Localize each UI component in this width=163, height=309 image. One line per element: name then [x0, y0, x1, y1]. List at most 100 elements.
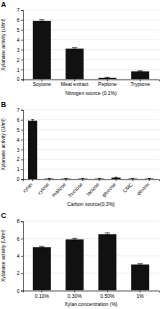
tick-label: 0: [17, 288, 20, 294]
tick-label: 5: [17, 127, 20, 133]
tick: lactose: [85, 179, 101, 197]
tick-mark: [21, 159, 23, 160]
tick: 1: [17, 67, 23, 73]
grid-line: [23, 129, 159, 130]
y-axis-title: Xylanase activity (U/ml): [0, 18, 6, 71]
tick-label: 2: [17, 57, 20, 63]
error-cap: [115, 178, 118, 179]
bar: [28, 121, 37, 179]
grid-line: [23, 109, 159, 110]
tick: 6: [17, 236, 23, 242]
tick-label: 3: [17, 47, 20, 53]
tick: 6: [17, 17, 23, 23]
marks: [33, 233, 149, 291]
error-cap: [72, 240, 77, 241]
tick-mark: [149, 179, 150, 181]
tick-mark: [21, 169, 23, 170]
tick: 1: [17, 166, 23, 172]
bar: [33, 21, 51, 79]
error-bar: [116, 177, 117, 179]
x-axis: 0.10%0.30%0.50%1%: [24, 291, 160, 299]
tick: 3: [17, 47, 23, 53]
x-axis: xylanxylosemaltosefructoselactoseglucose…: [21, 179, 159, 198]
tick: 4: [17, 253, 23, 259]
error-cap: [115, 177, 118, 178]
bar: [78, 178, 87, 179]
tick: xylan: [21, 179, 34, 194]
bar: [98, 234, 116, 290]
tick: 0: [17, 176, 23, 182]
error-cap: [72, 238, 77, 239]
tick-mark: [21, 110, 23, 111]
tick: 2: [17, 57, 23, 63]
tick-label: 1: [17, 67, 20, 73]
tick-label: 6: [17, 236, 20, 242]
error-cap: [81, 178, 84, 179]
y-axis: 01234567: [17, 7, 24, 82]
panel: 01234567xylanxylosemaltosefructoselactos…: [0, 101, 160, 207]
tick-label: 6: [17, 117, 20, 123]
error-cap: [98, 178, 101, 179]
bar: [95, 178, 104, 179]
tick-label: xylose: [36, 181, 50, 195]
tick-mark: [21, 130, 23, 131]
tick: 0: [17, 76, 23, 82]
error-cap: [105, 232, 110, 233]
chart-container: 01234567SoytoneMeat extractPeptoneTrypto…: [0, 0, 163, 309]
tick-mark: [21, 10, 23, 11]
panel-label: B: [1, 101, 6, 108]
error-bar: [49, 178, 50, 179]
tick-mark: [21, 256, 23, 257]
panel: 01234567SoytoneMeat extractPeptoneTrypto…: [0, 1, 160, 96]
error-bar: [107, 233, 108, 236]
tick-mark: [82, 179, 83, 181]
error-cap: [148, 178, 151, 179]
bar: [45, 178, 54, 179]
error-bar: [82, 178, 83, 179]
bar: [33, 247, 51, 290]
bar: [98, 78, 116, 79]
tick-label: maltose: [50, 181, 67, 198]
tick-label: 4: [17, 253, 20, 259]
tick-label: 1%: [137, 293, 145, 299]
error-cap: [39, 248, 44, 249]
error-cap: [39, 19, 44, 20]
error-cap: [48, 178, 51, 179]
tick-label: 7: [17, 7, 20, 13]
tick-label: xylan: [21, 181, 34, 194]
error-cap: [105, 77, 110, 78]
tick-label: Soytone: [33, 81, 52, 87]
grid-line: [23, 149, 159, 150]
error-cap: [72, 49, 77, 50]
tick: 2: [17, 270, 23, 276]
bar: [131, 265, 149, 291]
error-bar: [149, 178, 150, 179]
tick: 2: [17, 156, 23, 162]
tick: 4: [17, 137, 23, 143]
error-cap: [131, 178, 134, 179]
tick: Peptone: [98, 79, 117, 87]
grid-line: [23, 238, 159, 239]
tick-mark: [21, 291, 23, 292]
grid-line: [23, 159, 159, 160]
error-cap: [105, 78, 110, 79]
panel: 024680.10%0.30%0.50%1%CXylan concentrati…: [0, 212, 160, 307]
error-cap: [105, 235, 110, 236]
tick-mark: [21, 149, 23, 150]
tick-mark: [21, 239, 23, 240]
tick: 8: [17, 218, 23, 224]
y-axis-title: Xylanase activity (U/ml): [0, 229, 6, 282]
grid: [23, 221, 159, 290]
tick: 3: [17, 147, 23, 153]
tick-mark: [132, 179, 133, 181]
error-bar: [41, 20, 42, 22]
error-cap: [137, 265, 142, 266]
bar: [111, 178, 120, 179]
tick-label: 2: [17, 156, 20, 162]
error-cap: [31, 121, 34, 122]
x-axis-title: Xylan concentration (%): [64, 301, 117, 307]
y-axis: 0 2 4 6 8: [17, 218, 24, 293]
tick: 0.50%: [100, 291, 115, 299]
tick-mark: [21, 120, 23, 121]
tick: fructose: [67, 179, 84, 198]
